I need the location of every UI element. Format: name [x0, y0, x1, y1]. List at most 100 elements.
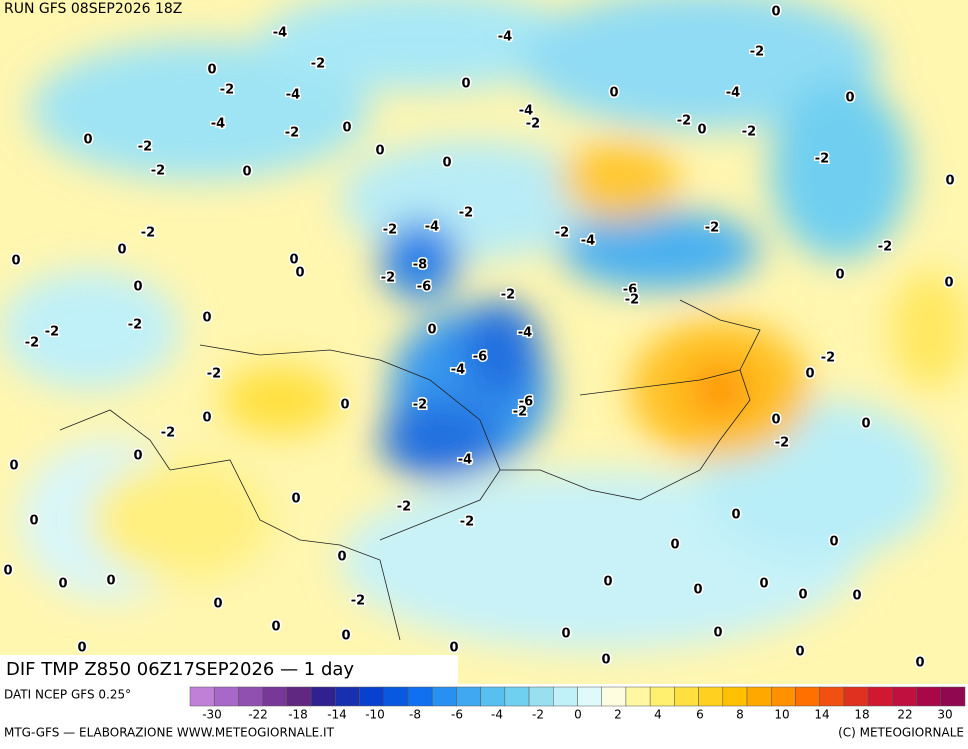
- scale-tick-label: 0: [574, 708, 582, 722]
- contour-label: 0: [11, 254, 20, 269]
- contour-label: -2: [128, 318, 142, 333]
- scale-tick-label: 30: [937, 708, 952, 722]
- color-swatch: [431, 686, 457, 707]
- contour-label: -2: [705, 221, 719, 236]
- contour-label: 0: [58, 577, 67, 592]
- contour-label: -2: [878, 240, 892, 255]
- color-swatch: [819, 686, 845, 707]
- color-swatch: [286, 686, 312, 707]
- contour-label: -6: [519, 395, 533, 410]
- contour-label: -2: [383, 223, 397, 238]
- contour-label: -2: [775, 436, 789, 451]
- contour-label: -4: [518, 326, 532, 341]
- color-swatch: [867, 686, 893, 707]
- scale-tick-label: 18: [854, 708, 869, 722]
- contour-label: 0: [337, 550, 346, 565]
- borders: [59, 299, 761, 641]
- contour-label: -4: [286, 88, 300, 103]
- contour-label: -2: [25, 336, 39, 351]
- contour-label: 0: [133, 449, 142, 464]
- contour-label: -2: [821, 351, 835, 366]
- scale-tick-label: 6: [696, 708, 704, 722]
- color-swatch: [940, 686, 966, 707]
- color-swatch: [383, 686, 409, 707]
- contour-label: 0: [271, 620, 280, 635]
- color-swatch: [625, 686, 651, 707]
- contour-label: 0: [561, 627, 570, 642]
- color-swatch: [528, 686, 554, 707]
- contour-label: 0: [117, 243, 126, 258]
- title-box: [0, 655, 458, 684]
- contour-label: -2: [526, 117, 540, 132]
- contour-label: 0: [945, 174, 954, 189]
- color-swatch: [916, 686, 942, 707]
- map-field: [0, 0, 968, 684]
- color-swatch: [480, 686, 506, 707]
- color-swatch: [795, 686, 820, 707]
- contour-label: 0: [295, 266, 304, 281]
- contour-label: 0: [771, 5, 780, 20]
- color-swatch: [238, 686, 263, 707]
- contour-label: -8: [413, 258, 427, 273]
- scale-tick-label: -8: [409, 708, 421, 722]
- contour-label: 0: [83, 133, 92, 148]
- color-swatch: [553, 686, 578, 707]
- color-swatch: [407, 686, 433, 707]
- contour-label: -2: [45, 325, 59, 340]
- contour-label: -2: [161, 426, 175, 441]
- scale-tick-label: -4: [491, 708, 503, 722]
- contour-label: -2: [207, 367, 221, 382]
- contour-label: 0: [603, 575, 612, 590]
- contour-label: 0: [202, 311, 211, 326]
- contour-label: 0: [106, 574, 115, 589]
- contour-label: -4: [581, 234, 595, 249]
- contour-label: 0: [944, 276, 953, 291]
- contour-label: 0: [29, 514, 38, 529]
- contour-label: -2: [141, 226, 155, 241]
- contour-label: 0: [829, 535, 838, 550]
- contour-label: 0: [442, 156, 451, 171]
- credit-label: MTG-GFS — ELABORAZIONE WWW.METEOGIORNALE…: [4, 726, 335, 740]
- contour-label: -2: [413, 398, 427, 413]
- scale-tick-label: -18: [288, 708, 308, 722]
- color-swatch: [310, 686, 336, 707]
- scale-tick-label: -22: [248, 708, 268, 722]
- color-swatch: [843, 686, 869, 707]
- contour-label: 0: [242, 165, 251, 180]
- contour-label: 0: [601, 653, 610, 668]
- contour-label: 0: [795, 645, 804, 660]
- contour-label: -4: [425, 220, 439, 235]
- contour-label: 0: [449, 641, 458, 656]
- contour-label: 0: [771, 413, 780, 428]
- color-swatch: [577, 686, 602, 707]
- color-swatch: [698, 686, 724, 707]
- color-swatch: [262, 686, 288, 707]
- map-title: DIF TMP Z850 06Z17SEP2026 — 1 day: [6, 659, 354, 680]
- contour-label: 0: [609, 86, 618, 101]
- copyright-label: (C) METEOGIORNALE: [838, 726, 964, 740]
- run-label: RUN GFS 08SEP2026 18Z: [4, 1, 182, 17]
- color-swatch: [649, 686, 675, 707]
- scale-tick-label: 4: [654, 708, 662, 722]
- contour-label: 0: [289, 253, 298, 268]
- contour-label: 0: [835, 268, 844, 283]
- contour-label: 0: [915, 656, 924, 671]
- contour-label: -4: [458, 453, 472, 468]
- contour-label: -2: [381, 271, 395, 286]
- contour-label: 0: [3, 564, 12, 579]
- color-swatch: [213, 686, 239, 707]
- contour-label: -2: [513, 405, 527, 420]
- color-swatch: [189, 686, 215, 707]
- color-swatch: [722, 686, 748, 707]
- contour-label: -4: [451, 363, 465, 378]
- contour-label: -6: [623, 283, 637, 298]
- contour-label: 0: [213, 597, 222, 612]
- scale-tick-label: 10: [774, 708, 789, 722]
- color-swatch: [892, 686, 917, 707]
- scale-tick-label: -6: [451, 708, 463, 722]
- contour-label: -2: [815, 152, 829, 167]
- contour-label: -2: [460, 515, 474, 530]
- contour-label: -2: [555, 226, 569, 241]
- contour-label: -2: [459, 206, 473, 221]
- contour-label: 0: [207, 63, 216, 78]
